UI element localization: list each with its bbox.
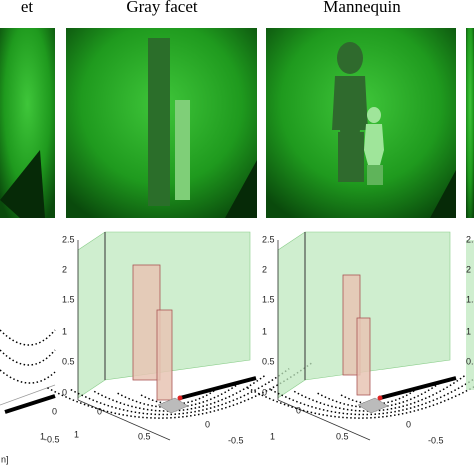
mannequin: [364, 107, 384, 185]
photo: [466, 28, 474, 218]
floor-arc: [270, 378, 474, 416]
tick-label: 2.5: [62, 234, 75, 244]
tick-label: 2: [62, 264, 67, 274]
panel-title: Gray facet: [126, 0, 198, 16]
panel-title: Mannequin: [323, 0, 401, 16]
floor-arc: [93, 374, 267, 412]
sensor-track: [379, 376, 457, 400]
panel-title: et: [21, 0, 34, 16]
tick-label: 2: [262, 264, 267, 274]
tick-label: 0: [205, 419, 210, 429]
tick-label: 1: [40, 431, 45, 441]
facet: [356, 317, 371, 396]
tick-label: -0.5: [228, 435, 244, 445]
tick-label: 1: [262, 326, 267, 336]
floor-arc: [293, 374, 467, 412]
tick-label: 0: [406, 419, 411, 429]
gray-facet: [175, 100, 190, 200]
axis-label: n]: [1, 454, 9, 464]
facet: [156, 309, 173, 401]
mannequin-shadow: [332, 42, 368, 182]
tick-label: 0: [52, 406, 57, 416]
tick-label: 1.5: [262, 294, 275, 304]
shadow: [225, 160, 257, 218]
tick-label: 1.5: [466, 294, 474, 304]
floor-arc: [70, 367, 290, 416]
tick-label: 1.5: [62, 294, 75, 304]
plot: [0, 329, 56, 414]
tick-label: 0: [62, 387, 67, 397]
tick-label: 2.5: [466, 234, 474, 244]
tick-label: 0.5: [466, 356, 474, 366]
tick-label: -0.5: [428, 435, 444, 445]
tick-label: 1: [74, 429, 79, 439]
tick-label: 0.5: [262, 356, 275, 366]
axis-line: [77, 399, 171, 441]
tick-label: 1: [270, 431, 275, 441]
tick-label: 1: [466, 326, 471, 336]
tick-label: -0.5: [44, 434, 60, 444]
wall: [466, 240, 474, 390]
shadow: [0, 150, 45, 218]
shadow: [430, 170, 456, 218]
gray-facet: [148, 38, 170, 206]
tick-label: 0.5: [336, 431, 349, 441]
tick-label: 0.5: [138, 431, 151, 441]
tick-label: 0.5: [62, 356, 75, 366]
tick-label: 0: [262, 387, 267, 397]
sensor-track: [179, 376, 257, 400]
sensor: [357, 397, 389, 414]
tick-label: 2: [466, 264, 471, 274]
sensor-dot: [177, 395, 183, 401]
tick-label: 2.5: [262, 234, 275, 244]
axis-line: [277, 399, 371, 441]
facet: [132, 264, 161, 381]
tick-label: 0: [296, 405, 301, 415]
sensor: [157, 397, 189, 414]
sensor-dot: [377, 395, 383, 401]
tick-label: 0: [97, 406, 102, 416]
tick-label: 1: [62, 326, 67, 336]
